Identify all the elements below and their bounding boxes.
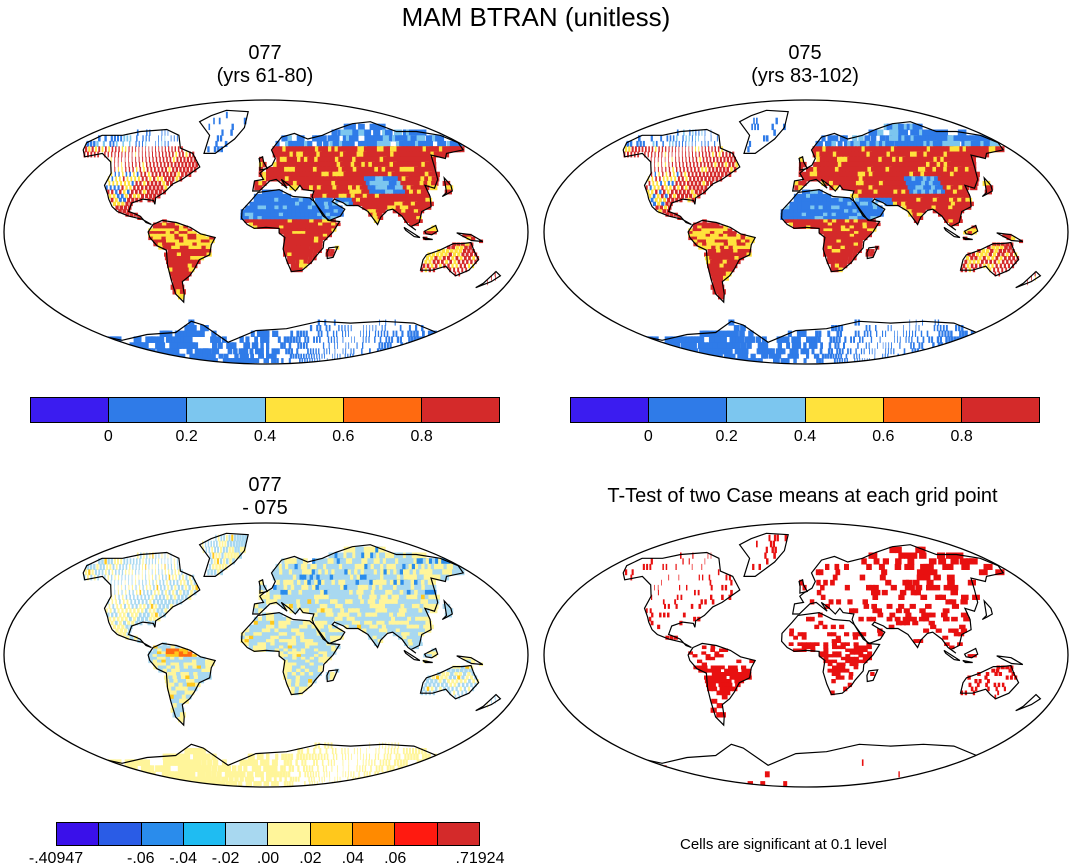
panel-title-bottom-right: T-Test of two Case means at each grid po…: [607, 485, 998, 507]
colorbar-tick-label: -.04: [169, 850, 197, 867]
colorbar-tick-label: -.40947: [28, 850, 84, 867]
map-border: [3, 522, 529, 788]
colorbar-tick-label: -.02: [211, 850, 240, 867]
panel-title-top-left: 077 (yrs 61-80): [160, 42, 370, 88]
panel-case-label: 075: [788, 42, 822, 64]
colorbar-difference: [56, 822, 480, 846]
map-border: [543, 522, 1069, 788]
colorbar-tick-label: 0.6: [332, 428, 355, 445]
grid-cells: [83, 111, 496, 364]
colorbar-swatch: [961, 398, 1040, 422]
panel-title-bottom-left: 077 - 075: [160, 474, 370, 520]
coastlines: [622, 109, 1042, 343]
colorbar-swatch: [437, 823, 479, 845]
ttest-significance-map: [543, 522, 1069, 788]
colorbar-swatch: [268, 823, 311, 845]
panel-title-top-right: 075 (yrs 83-102): [700, 42, 910, 88]
colorbar-swatch: [649, 398, 728, 422]
colorbar-tick-label: 0: [643, 428, 653, 445]
colorbar-swatch: [395, 823, 438, 845]
panel-diff-label: - 075: [242, 497, 288, 519]
colorbar-swatch: [141, 823, 184, 845]
significance-note: Cells are significant at 0.1 level: [680, 836, 887, 853]
colorbar-swatch: [310, 823, 354, 845]
map-border: [3, 99, 529, 365]
colorbar-tick-label: 0.4: [253, 428, 277, 445]
panel-case-label: 077: [248, 474, 282, 496]
colorbar-swatch: [31, 398, 110, 422]
colorbar-tick-label: 0.8: [950, 428, 973, 445]
colorbar-tick-label: .00: [256, 850, 280, 867]
colorbar-swatch: [187, 398, 266, 422]
colorbar-swatch: [353, 823, 396, 845]
map-border: [543, 99, 1069, 365]
colorbar-swatch: [805, 398, 884, 422]
colorbar-swatch: [265, 398, 344, 422]
coastlines: [622, 532, 1042, 766]
colorbar-tick-label: 0.2: [175, 428, 198, 445]
colorbar-swatch: [343, 398, 422, 422]
colorbar-tick-label: 0: [103, 428, 113, 445]
coastlines: [82, 532, 502, 766]
colorbar-tick-label: .71924: [455, 850, 505, 867]
figure-title: MAM BTRAN (unitless): [401, 2, 671, 32]
colorbar-tick-label: .04: [341, 850, 364, 867]
colorbar-swatch: [183, 823, 227, 845]
colorbar-swatch: [727, 398, 806, 422]
colorbar-swatch: [226, 823, 269, 845]
colorbar-swatch: [883, 398, 962, 422]
colorbar-swatch: [421, 398, 500, 422]
colorbar-tick-label: 0.4: [793, 428, 817, 445]
colorbar-tick-label: 0.2: [715, 428, 738, 445]
coastlines: [82, 109, 502, 343]
colorbar-tick-label: .06: [384, 850, 407, 867]
colorbar-tick-label: 0.8: [410, 428, 433, 445]
colorbar-swatch: [57, 823, 100, 845]
btran-map-075: [543, 99, 1069, 365]
colorbar-tick-label: .02: [299, 850, 322, 867]
colorbar-btran-077: [30, 397, 500, 423]
btran-difference-map: [3, 522, 529, 788]
panel-years-label: (yrs 83-102): [751, 65, 859, 87]
btran-map-077: [3, 99, 529, 365]
colorbar-btran-075: [570, 397, 1040, 423]
colorbar-tick-label: 0.6: [872, 428, 895, 445]
colorbar-swatch: [99, 823, 142, 845]
colorbar-swatch: [571, 398, 650, 422]
panel-case-label: 077: [248, 42, 282, 64]
colorbar-swatch: [109, 398, 188, 422]
colorbar-tick-label: -.06: [127, 850, 155, 867]
panel-years-label: (yrs 61-80): [216, 65, 314, 87]
